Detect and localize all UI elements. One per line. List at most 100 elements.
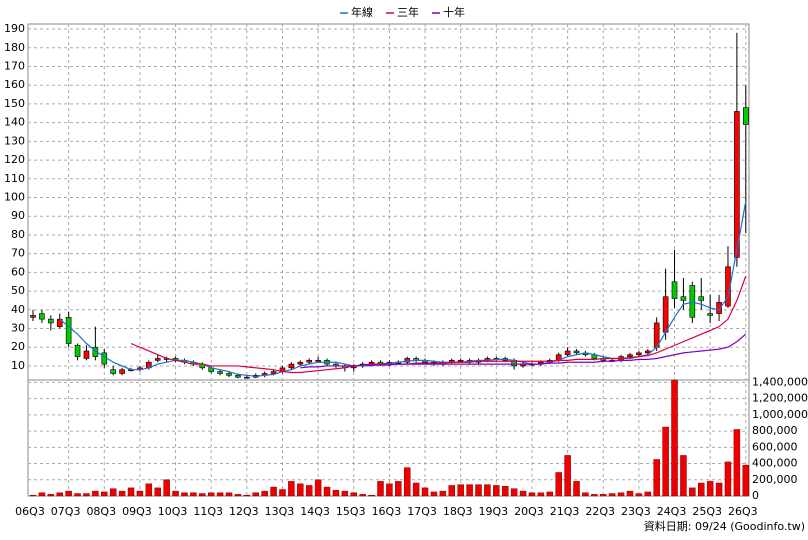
volume-bar: [163, 479, 170, 497]
volume-bar: [626, 490, 634, 497]
volume-bar: [332, 490, 340, 497]
volume-bar: [439, 490, 447, 497]
x-tick-label: 18Q3: [443, 505, 473, 518]
volume-bar: [92, 490, 99, 497]
x-tick-label: 08Q3: [86, 505, 116, 518]
volume-bar: [403, 467, 411, 497]
volume-bar: [207, 492, 215, 497]
volume-bar: [314, 479, 322, 497]
x-tick-label: 16Q3: [372, 505, 402, 518]
legend-label: 十年: [443, 5, 465, 19]
volume-tick-label: 1,400,000: [752, 375, 808, 388]
volume-bar: [573, 481, 580, 497]
candle-body: [315, 360, 321, 362]
candle-body: [742, 107, 749, 125]
volume-bar: [608, 493, 616, 497]
candle-body: [707, 313, 713, 316]
x-tick-label: 15Q3: [336, 505, 366, 518]
volume-bar: [466, 484, 473, 497]
x-tick-label: 26Q3: [728, 505, 758, 518]
x-tick-label: 09Q3: [122, 505, 152, 518]
y-tick-label: 100: [4, 191, 25, 204]
candle-body: [39, 313, 45, 320]
volume-bar: [537, 492, 545, 497]
candle-body: [244, 376, 250, 379]
candle-body: [110, 369, 116, 374]
volume-tick-label: 1,200,000: [752, 392, 808, 405]
volume-bar: [519, 490, 527, 497]
legend-label: 年線: [351, 5, 373, 19]
y-tick-label: 190: [4, 22, 25, 35]
source-note: 資料日期: 09/24 (Goodinfo.tw): [644, 519, 805, 533]
y-tick-label: 150: [4, 97, 25, 110]
volume-bar: [662, 426, 669, 497]
volume-tick-label: 0: [752, 489, 759, 502]
volume-bar: [359, 494, 366, 497]
x-tick-label: 20Q3: [514, 505, 544, 518]
y-tick-label: 50: [11, 284, 25, 297]
volume-bar: [270, 486, 277, 497]
volume-bar: [430, 491, 438, 497]
volume-tick-label: 400,000: [752, 457, 798, 470]
volume-bar: [56, 492, 63, 497]
volume-bar: [564, 455, 571, 497]
ma-line: [300, 333, 747, 369]
volume-bar: [323, 486, 331, 497]
volume-bar: [448, 485, 456, 497]
volume-bar: [29, 494, 37, 497]
volume-bar: [252, 492, 259, 497]
y-tick-label: 90: [11, 209, 25, 222]
volume-bar: [216, 492, 224, 497]
candle-body: [457, 360, 464, 362]
volume-bar: [591, 494, 598, 497]
volume-bar: [484, 484, 491, 497]
volume-bar: [127, 487, 135, 497]
volume-bar: [172, 490, 179, 497]
volume-bar: [475, 484, 482, 497]
plot-frame: [27, 23, 750, 497]
y-tick-label: 180: [4, 41, 25, 54]
volume-tick-label: 200,000: [752, 473, 798, 486]
candle-body: [680, 296, 687, 301]
volume-bar: [243, 494, 251, 497]
x-tick-label: 24Q3: [657, 505, 687, 518]
volume-bar: [546, 491, 554, 497]
y-tick-label: 30: [11, 322, 25, 335]
x-tick-label: 12Q3: [229, 505, 259, 518]
volume-bar: [38, 492, 46, 497]
volume-bar: [65, 490, 72, 497]
volume-bar: [493, 485, 500, 497]
volume-bar: [706, 481, 714, 497]
candle-body: [235, 375, 241, 378]
candle-body: [564, 350, 571, 356]
volume-bar: [190, 492, 197, 497]
candle-body: [217, 371, 223, 374]
candle-body: [83, 350, 90, 359]
volume-tick-label: 600,000: [752, 440, 798, 453]
candle-body: [74, 345, 81, 357]
volume-bar: [154, 487, 161, 497]
volume-bar: [599, 494, 607, 497]
candle-body: [297, 361, 304, 365]
candle-body: [270, 371, 277, 374]
volume-bar: [279, 489, 286, 497]
volume-bar: [501, 486, 509, 497]
candle-body: [154, 358, 161, 361]
x-tick-label: 19Q3: [478, 505, 508, 518]
candle-body: [48, 318, 54, 324]
volume-bar: [555, 472, 562, 497]
volume-bar: [145, 483, 153, 497]
volume-tick-label: 800,000: [752, 424, 798, 437]
volume-bar: [457, 484, 464, 497]
legend-label: 三年: [397, 5, 419, 19]
y-tick-label: 60: [11, 265, 25, 278]
volume-bar: [305, 485, 313, 497]
volume-bar: [109, 488, 117, 497]
candle-body: [119, 369, 125, 374]
candle-body: [636, 352, 642, 356]
y-tick-label: 170: [4, 59, 25, 72]
candle-body: [65, 316, 72, 344]
volume-bar: [617, 492, 625, 497]
candle-body: [288, 363, 295, 369]
